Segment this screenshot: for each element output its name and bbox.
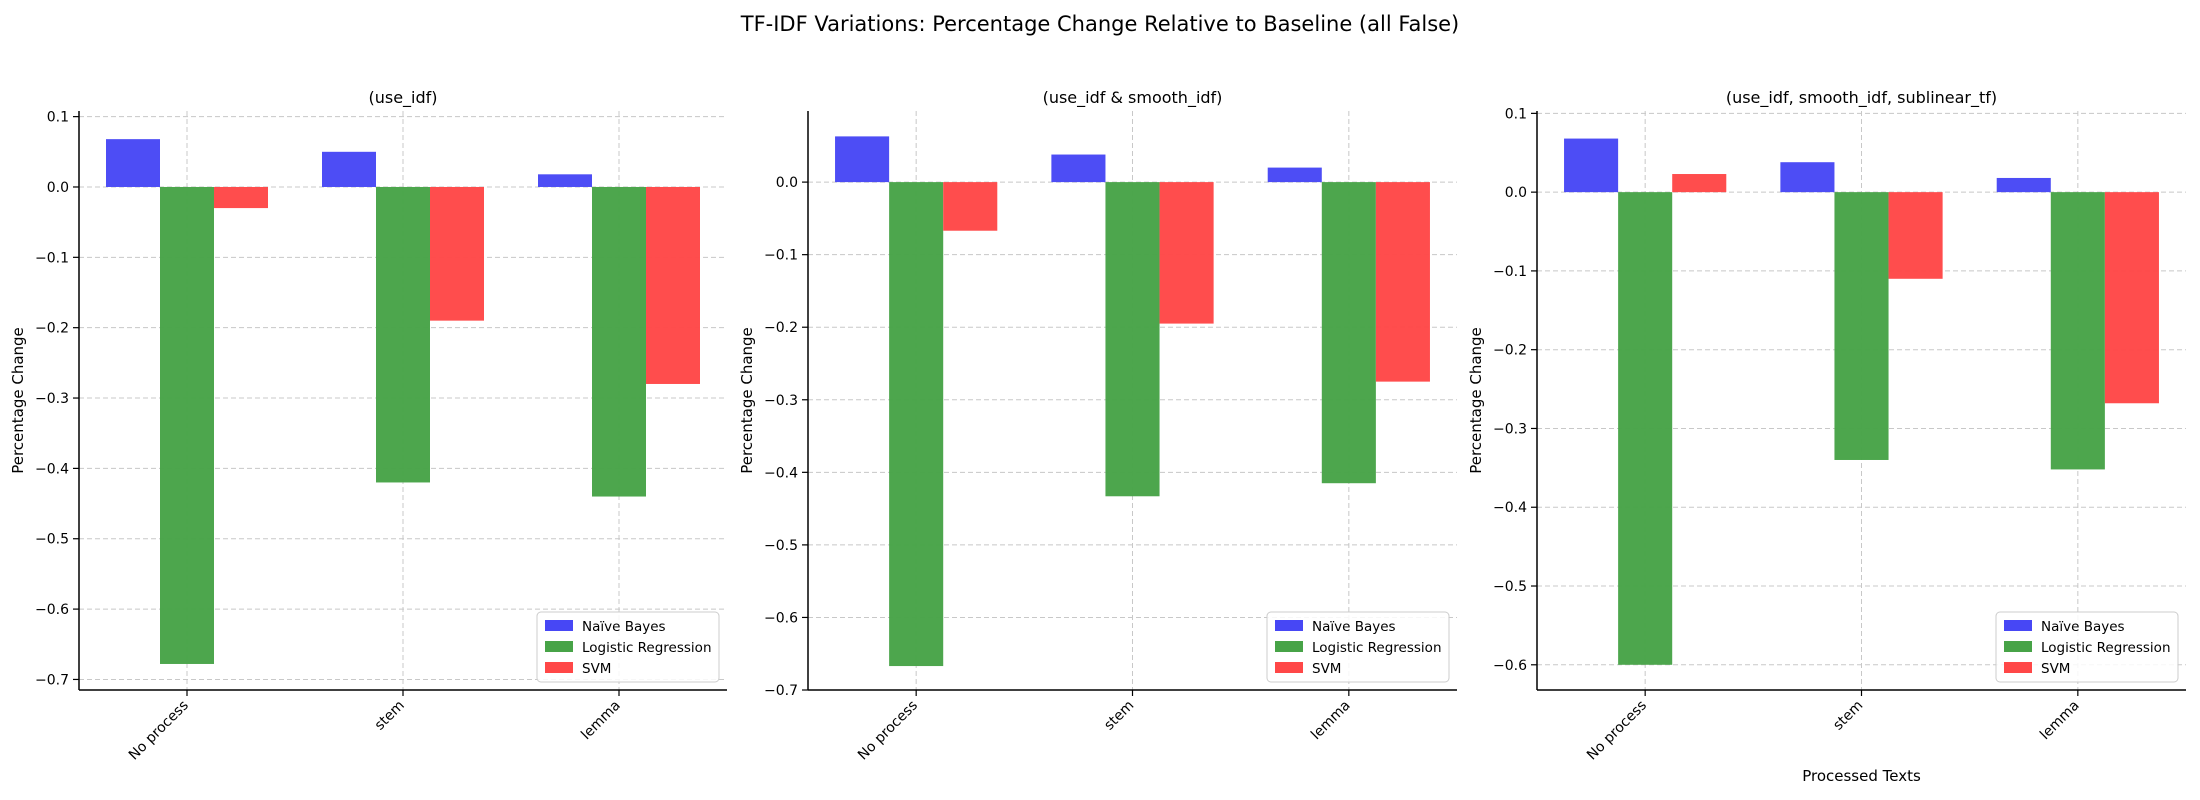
y-tick-label: −0.2 <box>35 321 69 337</box>
y-tick-label: −0.7 <box>764 683 798 699</box>
legend-label: SVM <box>2041 661 2070 677</box>
legend-swatch <box>545 641 573 652</box>
bar-logistic-regression-stem <box>1834 192 1889 460</box>
legend-label: SVM <box>1312 661 1341 677</box>
bar-na-ve-bayes-lemma <box>538 174 592 187</box>
bar-svm-stem <box>1159 182 1214 324</box>
legend-label: SVM <box>582 661 611 677</box>
chart-panel-3: 0.1 0.0 −0.1 −0.2 −0.3 −0.4 −0.5 −0.6 No process… <box>1467 88 2186 785</box>
x-axis-label: Processed Texts <box>1802 767 1921 785</box>
bar-logistic-regression-no-process <box>160 186 214 664</box>
bar-svm-lemma <box>1375 182 1430 382</box>
chart-panel-1: 0.1 0.0 −0.1 −0.2 −0.3 −0.4 −0.5 −0.6 −0.7 No pro… <box>9 88 727 763</box>
y-tick-label: −0.2 <box>764 320 798 336</box>
x-tick-label: stem <box>372 698 408 734</box>
y-axis-label: Percentage Change <box>1467 327 1485 474</box>
x-tick-label: lemma <box>578 698 624 744</box>
legend-box <box>536 611 720 683</box>
y-tick-label: −0.6 <box>764 610 798 626</box>
legend-label: Naïve Bayes <box>1312 619 1396 635</box>
legend-box <box>1995 611 2179 683</box>
x-tick-label: lemma <box>2037 698 2083 744</box>
legend: Naïve Bayes Logistic Regression SVM <box>1995 611 2179 683</box>
bar-na-ve-bayes-no-process <box>1564 138 1619 193</box>
y-tick-label: −0.4 <box>764 465 798 481</box>
y-tick-label: −0.4 <box>1493 500 1527 516</box>
legend-label: Logistic Regression <box>582 640 712 656</box>
bar-logistic-regression-lemma <box>592 186 646 497</box>
bar-na-ve-bayes-lemma <box>1267 167 1322 183</box>
chart-panel-2: 0.0 −0.1 −0.2 −0.3 −0.4 −0.5 −0.6 −0.7 No proces… <box>738 88 1457 763</box>
panel-title: (use_idf & smooth_idf) <box>1043 88 1223 108</box>
x-tick-label: stem <box>1830 698 1866 734</box>
legend-swatch <box>1275 620 1303 631</box>
legend-swatch <box>2004 641 2032 652</box>
bar-svm-lemma <box>2104 192 2159 404</box>
legend-swatch <box>2004 662 2032 673</box>
y-tick-label: −0.6 <box>35 602 69 618</box>
bar-na-ve-bayes-stem <box>322 151 376 187</box>
legend-label: Naïve Bayes <box>2041 619 2125 635</box>
y-tick-label: −0.5 <box>35 532 69 548</box>
bar-logistic-regression-no-process <box>1618 192 1673 665</box>
y-tick-label: 0.0 <box>776 175 798 191</box>
y-tick-label: −0.1 <box>764 248 798 264</box>
y-tick-label: 0.1 <box>47 110 69 126</box>
x-tick-label: No process <box>1584 698 1650 764</box>
legend-swatch <box>1275 641 1303 652</box>
y-tick-label: 0.1 <box>1505 106 1527 122</box>
bar-logistic-regression-lemma <box>1321 182 1376 484</box>
x-tick-label: No process <box>126 698 192 764</box>
y-tick-label: −0.3 <box>764 393 798 409</box>
legend-swatch <box>1275 662 1303 673</box>
bar-svm-no-process <box>943 182 998 231</box>
bar-logistic-regression-no-process <box>889 182 944 667</box>
bar-svm-no-process <box>214 186 268 209</box>
legend-label: Logistic Regression <box>2041 640 2171 656</box>
bar-svm-stem <box>430 186 484 321</box>
legend-swatch <box>545 662 573 673</box>
y-tick-label: −0.6 <box>1493 658 1527 674</box>
bar-logistic-regression-lemma <box>2050 192 2105 470</box>
panel-title: (use_idf) <box>368 88 437 108</box>
legend-label: Logistic Regression <box>1312 640 1442 656</box>
y-tick-label: −0.1 <box>1493 264 1527 280</box>
x-tick-label: No process <box>855 698 921 764</box>
bar-na-ve-bayes-stem <box>1051 154 1106 183</box>
bar-svm-no-process <box>1672 174 1727 193</box>
y-tick-label: 0.0 <box>1505 185 1527 201</box>
legend-box <box>1266 611 1450 683</box>
figure-title: TF-IDF Variations: Percentage Change Rel… <box>740 12 1460 36</box>
legend-swatch <box>2004 620 2032 631</box>
y-tick-label: −0.2 <box>1493 343 1527 359</box>
y-axis-label: Percentage Change <box>9 327 27 474</box>
y-axis-label: Percentage Change <box>738 327 756 474</box>
bar-na-ve-bayes-lemma <box>1996 177 2051 193</box>
bar-svm-lemma <box>646 186 700 384</box>
legend: Naïve Bayes Logistic Regression SVM <box>536 611 720 683</box>
bar-logistic-regression-stem <box>1105 182 1160 497</box>
bar-logistic-regression-stem <box>376 186 430 483</box>
legend-label: Naïve Bayes <box>582 619 666 635</box>
y-tick-label: −0.4 <box>35 461 69 477</box>
y-tick-label: −0.5 <box>1493 579 1527 595</box>
y-tick-label: −0.3 <box>35 391 69 407</box>
y-tick-label: 0.0 <box>47 180 69 196</box>
x-tick-label: stem <box>1101 698 1137 734</box>
bar-svm-stem <box>1888 192 1943 279</box>
y-tick-label: −0.5 <box>764 538 798 554</box>
y-tick-label: −0.7 <box>35 672 69 688</box>
y-tick-label: −0.1 <box>35 250 69 266</box>
panel-title: (use_idf, smooth_idf, sublinear_tf) <box>1726 88 1997 108</box>
y-tick-label: −0.3 <box>1493 421 1527 437</box>
legend-swatch <box>545 620 573 631</box>
bar-na-ve-bayes-no-process <box>106 139 160 187</box>
bar-na-ve-bayes-no-process <box>835 136 890 183</box>
bar-na-ve-bayes-stem <box>1780 162 1835 193</box>
legend: Naïve Bayes Logistic Regression SVM <box>1266 611 1450 683</box>
x-tick-label: lemma <box>1308 698 1354 744</box>
